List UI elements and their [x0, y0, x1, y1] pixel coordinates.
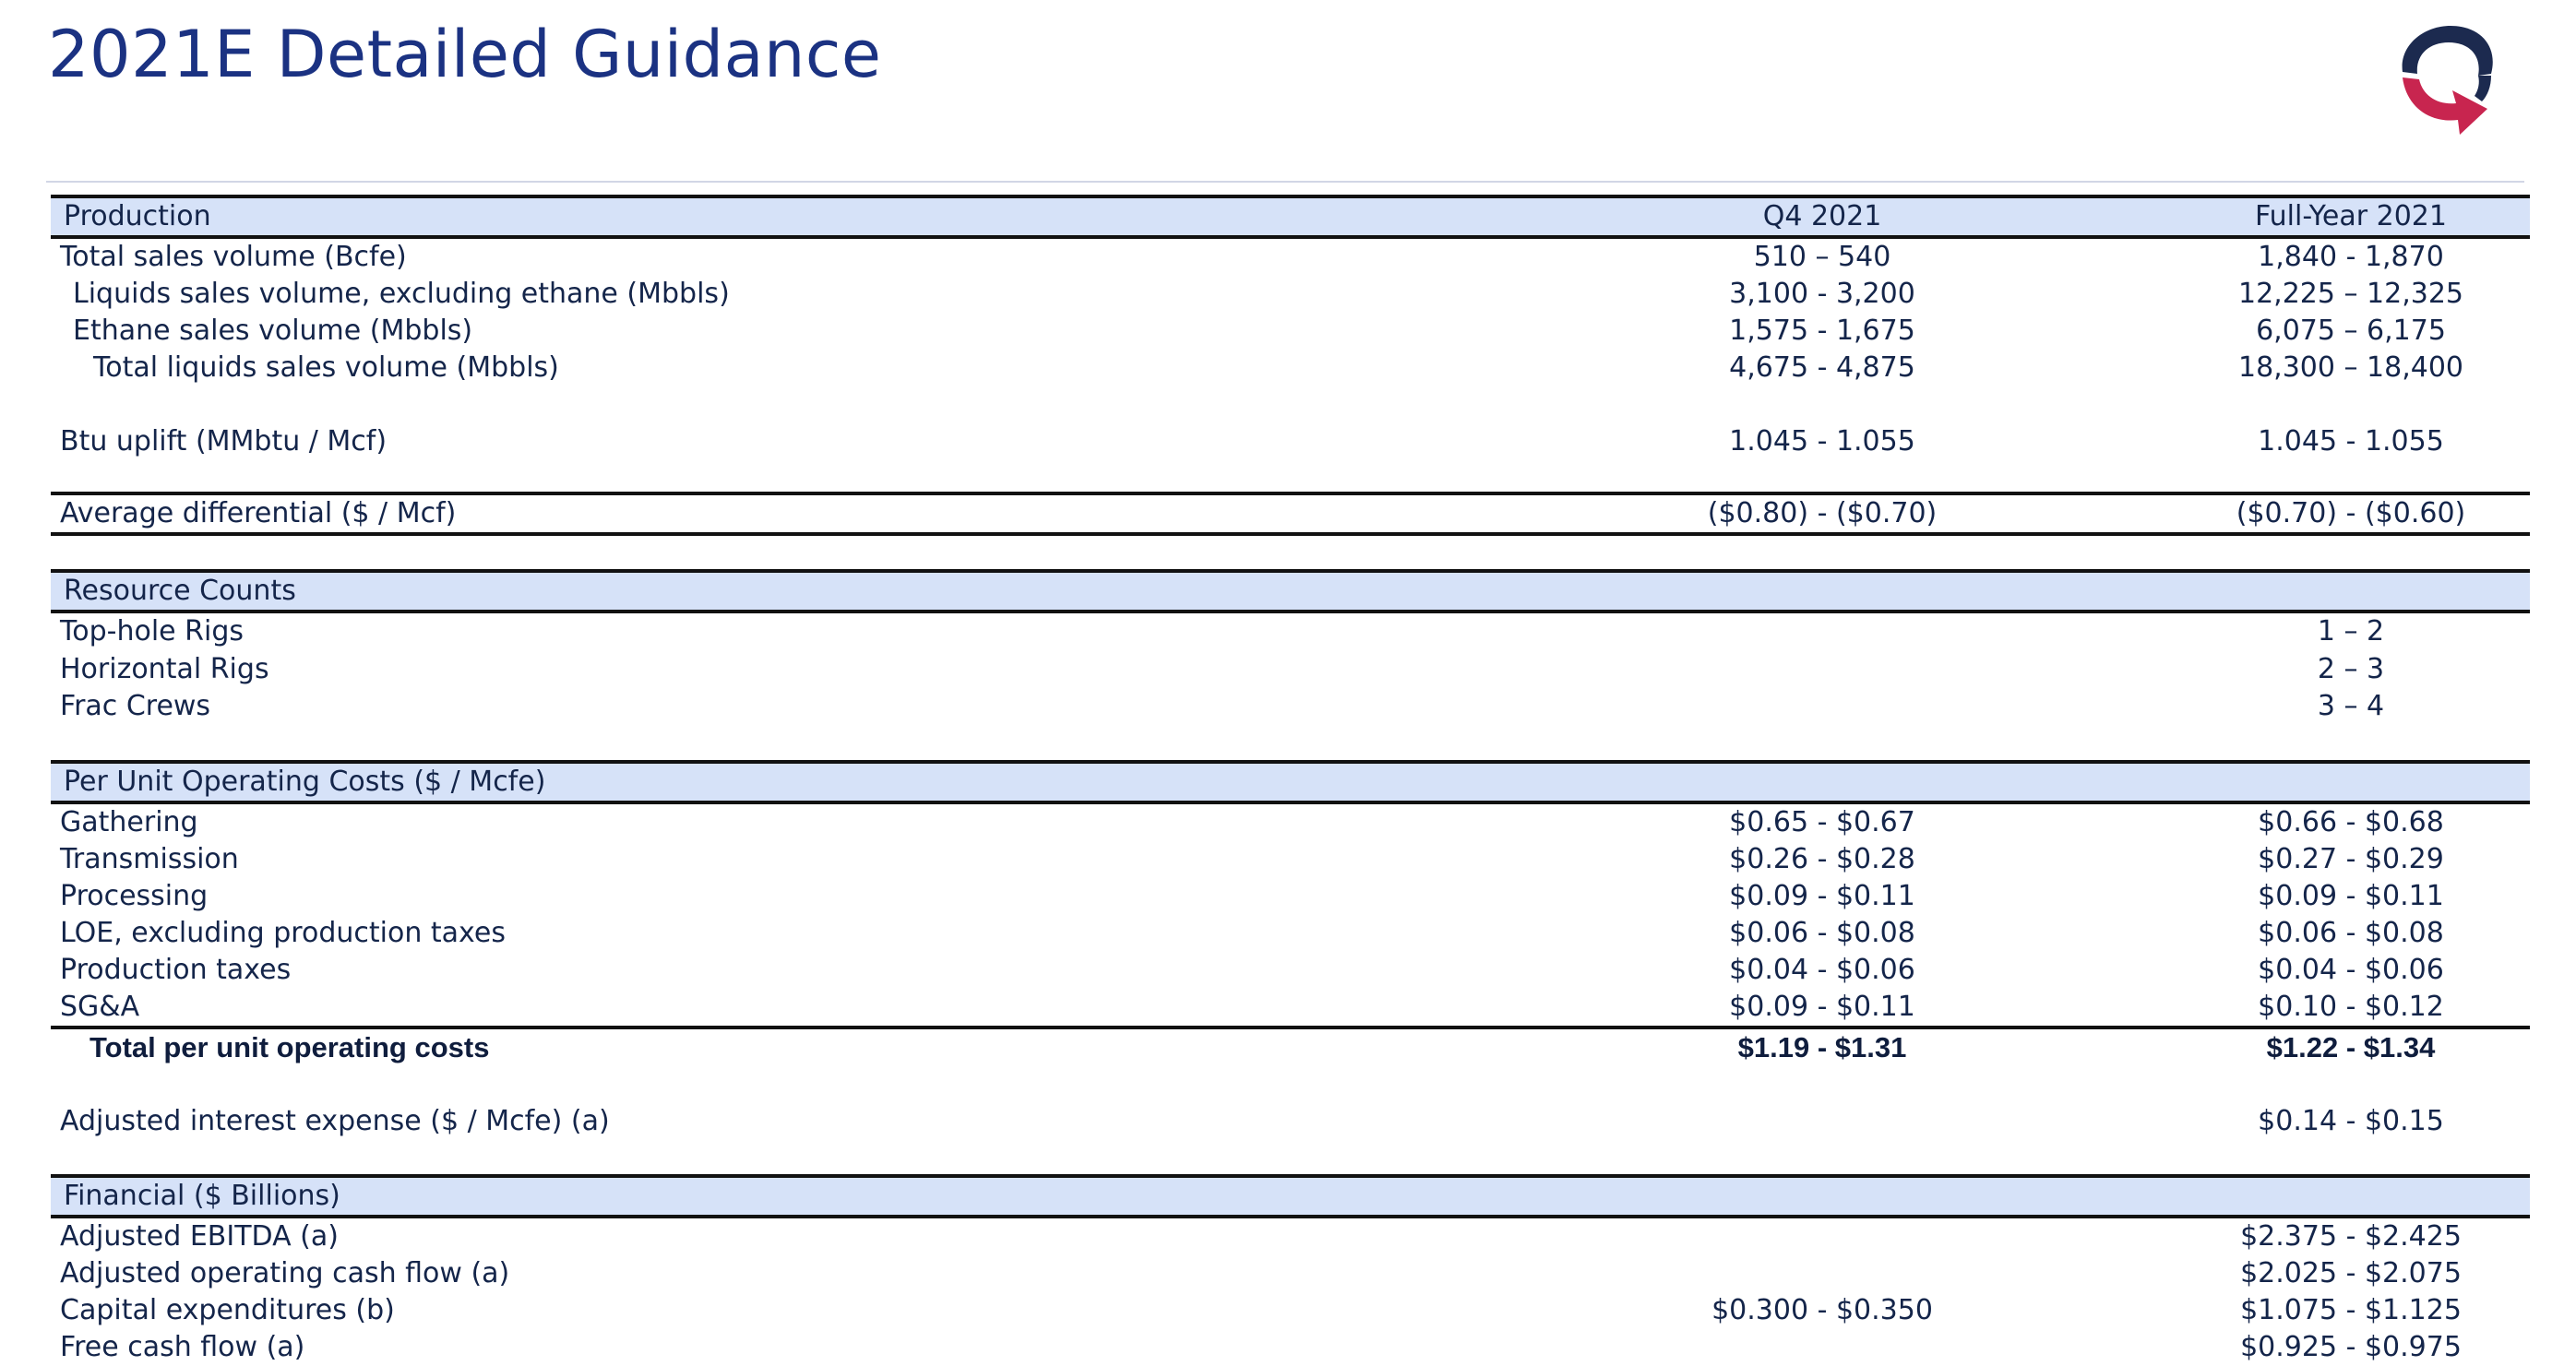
table-row: Horizontal Rigs 2 – 3	[51, 651, 2530, 688]
section-header-operating-costs: Per Unit Operating Costs ($ / Mcfe)	[51, 759, 2530, 804]
row-label: SG&A	[60, 991, 140, 1024]
q4-value: $0.06 - $0.08	[1729, 917, 1915, 950]
fy-value: 2 – 3	[2317, 652, 2385, 685]
table-row: Ethane sales volume (Mbbls) 1,575 - 1,67…	[51, 313, 2530, 350]
row-label: Adjusted interest expense ($ / Mcfe) (a)	[60, 1105, 610, 1138]
table-row: Capital expenditures (b) $0.300 - $0.350…	[51, 1292, 2530, 1329]
row-label: Transmission	[60, 842, 239, 875]
row-label: Capital expenditures (b)	[60, 1293, 395, 1326]
table-row-interest-expense: Adjusted interest expense ($ / Mcfe) (a)…	[51, 1103, 2530, 1140]
fy-value: $2.375 - $2.425	[2240, 1219, 2462, 1253]
row-label: LOE, excluding production taxes	[60, 917, 506, 950]
row-label: Ethane sales volume (Mbbls)	[73, 315, 473, 348]
row-label: Total sales volume (Bcfe)	[60, 241, 407, 273]
q4-value: $0.09 - $0.11	[1729, 879, 1915, 912]
q4-value: $0.09 - $0.11	[1729, 991, 1915, 1024]
spacer	[51, 725, 2530, 760]
column-header-label: Production	[64, 200, 211, 232]
table-row: Production taxes $0.04 - $0.06 $0.04 - $…	[51, 952, 2530, 989]
q4-value: $0.04 - $0.06	[1729, 954, 1915, 987]
spacer	[51, 386, 2530, 423]
row-label: Frac Crews	[60, 689, 211, 722]
table-row-btu-uplift: Btu uplift (MMbtu / Mcf) 1.045 - 1.055 1…	[51, 423, 2530, 460]
column-header-fy: Full-Year 2021	[2255, 200, 2447, 232]
spacer	[51, 460, 2530, 492]
row-label: Gathering	[60, 805, 198, 838]
table-row: Transmission $0.26 - $0.28 $0.27 - $0.29	[51, 841, 2530, 878]
q4-value: 4,675 - 4,875	[1729, 351, 1915, 385]
guidance-table: Production Q4 2021 Full-Year 2021 Total …	[51, 195, 2530, 1366]
fy-value: $0.06 - $0.08	[2258, 917, 2444, 950]
column-header-q4: Q4 2021	[1762, 200, 1882, 232]
fy-value: $0.09 - $0.11	[2258, 879, 2444, 912]
company-logo-icon	[2402, 26, 2493, 135]
row-label: Production taxes	[60, 954, 292, 987]
q4-value: $1.19 - $1.31	[1737, 1031, 1907, 1064]
section-title: Financial ($ Billions)	[64, 1179, 340, 1212]
fy-value: $0.66 - $0.68	[2258, 805, 2444, 838]
table-row-average-differential: Average differential ($ / Mcf) ($0.80) -…	[51, 492, 2530, 537]
q4-value: 1,575 - 1,675	[1729, 315, 1915, 348]
q4-value: 510 – 540	[1753, 241, 1891, 273]
fy-value: 6,075 – 6,175	[2256, 315, 2446, 348]
row-label: Adjusted EBITDA (a)	[60, 1219, 339, 1253]
fy-value: $0.10 - $0.12	[2258, 991, 2444, 1024]
q4-value: 3,100 - 3,200	[1729, 278, 1915, 311]
row-label: Total liquids sales volume (Mbbls)	[93, 351, 559, 385]
row-label: Liquids sales volume, excluding ethane (…	[73, 278, 730, 311]
fy-value: 3 – 4	[2317, 689, 2385, 722]
q4-value: $0.300 - $0.350	[1711, 1293, 1933, 1326]
table-row: Liquids sales volume, excluding ethane (…	[51, 276, 2530, 313]
q4-value: $0.65 - $0.67	[1729, 805, 1915, 838]
row-label: Average differential ($ / Mcf)	[60, 497, 457, 530]
fy-value: 18,300 – 18,400	[2237, 351, 2463, 385]
row-label: Adjusted operating cash flow (a)	[60, 1256, 510, 1289]
row-label: Horizontal Rigs	[60, 652, 269, 685]
section-title: Resource Counts	[64, 575, 296, 608]
table-row: Adjusted EBITDA (a) $2.375 - $2.425	[51, 1218, 2530, 1255]
section-header-resource-counts: Resource Counts	[51, 569, 2530, 614]
fy-value: $0.925 - $0.975	[2240, 1330, 2462, 1363]
table-row: Total liquids sales volume (Mbbls) 4,675…	[51, 350, 2530, 386]
table-row: LOE, excluding production taxes $0.06 - …	[51, 915, 2530, 952]
row-label: Total per unit operating costs	[89, 1031, 490, 1064]
row-label: Btu uplift (MMbtu / Mcf)	[60, 425, 388, 458]
fy-value: $0.14 - $0.15	[2258, 1105, 2444, 1138]
table-row: SG&A $0.09 - $0.11 $0.10 - $0.12	[51, 989, 2530, 1026]
fy-value: 1,840 - 1,870	[2258, 241, 2444, 273]
fy-value: $0.27 - $0.29	[2258, 842, 2444, 875]
table-row: Processing $0.09 - $0.11 $0.09 - $0.11	[51, 878, 2530, 915]
fy-value: 1 – 2	[2317, 615, 2385, 648]
page-title: 2021E Detailed Guidance	[48, 17, 882, 92]
section-header-financial: Financial ($ Billions)	[51, 1173, 2530, 1218]
fy-value: $0.04 - $0.06	[2258, 954, 2444, 987]
fy-value: $2.025 - $2.075	[2240, 1256, 2462, 1289]
table-row: Adjusted operating cash flow (a) $2.025 …	[51, 1255, 2530, 1292]
spacer	[51, 536, 2530, 569]
table-row: Frac Crews 3 – 4	[51, 688, 2530, 725]
title-divider	[46, 181, 2524, 183]
spacer	[51, 1141, 2530, 1174]
table-row: Top-hole Rigs 1 – 2	[51, 613, 2530, 650]
spacer	[51, 1066, 2530, 1103]
row-label: Top-hole Rigs	[60, 615, 244, 648]
table-row: Total sales volume (Bcfe) 510 – 540 1,84…	[51, 239, 2530, 276]
q4-value: $0.26 - $0.28	[1729, 842, 1915, 875]
table-row-total-operating-costs: Total per unit operating costs $1.19 - $…	[51, 1026, 2530, 1066]
fy-value: $1.22 - $1.34	[2266, 1031, 2436, 1064]
fy-value: $1.075 - $1.125	[2240, 1293, 2462, 1326]
section-title: Per Unit Operating Costs ($ / Mcfe)	[64, 765, 546, 798]
q4-value: ($0.80) - ($0.70)	[1707, 497, 1938, 530]
row-label: Free cash flow (a)	[60, 1330, 305, 1363]
table-row: Free cash flow (a) $0.925 - $0.975	[51, 1329, 2530, 1366]
q4-value: 1.045 - 1.055	[1729, 425, 1915, 458]
fy-value: 1.045 - 1.055	[2258, 425, 2444, 458]
row-label: Processing	[60, 879, 209, 912]
section-header-production: Production Q4 2021 Full-Year 2021	[51, 195, 2530, 239]
fy-value: 12,225 – 12,325	[2237, 278, 2463, 311]
table-row: Gathering $0.65 - $0.67 $0.66 - $0.68	[51, 804, 2530, 841]
fy-value: ($0.70) - ($0.60)	[2236, 497, 2466, 530]
